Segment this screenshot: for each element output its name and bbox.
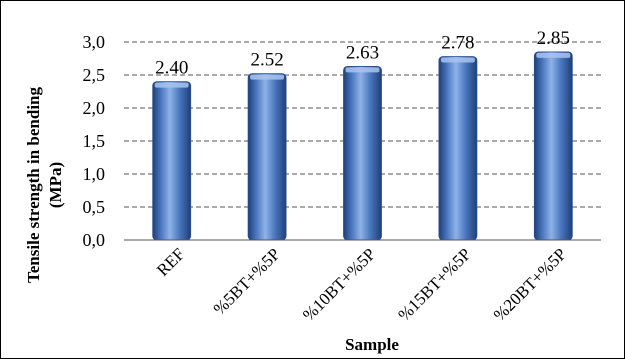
x-axis-ticks: REF %5BT+%5P %10BT+%5P %15BT+%5P %20BT+%5P bbox=[153, 244, 570, 324]
bar bbox=[247, 73, 287, 241]
y-axis-ticks: 0,0 0,5 1,0 1,5 2,0 2,5 3,0 bbox=[83, 32, 106, 250]
bar-cap bbox=[536, 52, 571, 58]
bars bbox=[152, 51, 573, 241]
bar-cap bbox=[154, 82, 189, 88]
y-axis-title: Tensile strength in bending bbox=[24, 86, 43, 283]
y-tick-label: 2,5 bbox=[83, 65, 106, 85]
data-label: 2.52 bbox=[250, 50, 283, 71]
data-label: 2.63 bbox=[346, 42, 379, 63]
y-tick-label: 1,5 bbox=[83, 131, 106, 151]
data-label: 2.78 bbox=[441, 33, 474, 54]
x-tick-label: %10BT+%5P bbox=[299, 244, 379, 324]
x-tick-label: %20BT+%5P bbox=[490, 244, 570, 324]
y-tick-label: 2,0 bbox=[83, 98, 106, 118]
y-tick-label: 1,0 bbox=[83, 164, 106, 184]
bar bbox=[438, 56, 478, 241]
x-tick-label: %15BT+%5P bbox=[394, 244, 474, 324]
bar bbox=[343, 66, 382, 241]
x-tick-label: REF bbox=[153, 244, 188, 279]
y-axis-title-unit: (MPa) bbox=[46, 162, 65, 208]
bar-cap bbox=[345, 67, 380, 73]
data-label: 2.85 bbox=[537, 28, 570, 49]
bar bbox=[533, 51, 573, 241]
x-axis-title: Sample bbox=[345, 335, 399, 354]
y-tick-label: 0,0 bbox=[83, 230, 106, 250]
y-tick-label: 3,0 bbox=[83, 32, 106, 52]
data-label: 2.40 bbox=[155, 58, 188, 79]
bar-cap bbox=[440, 57, 475, 63]
bar bbox=[152, 81, 192, 241]
x-tick-label: %5BT+%5P bbox=[210, 244, 284, 318]
y-tick-label: 0,5 bbox=[83, 197, 106, 217]
bar-cap bbox=[250, 74, 285, 80]
data-labels: 2.40 2.52 2.63 2.78 2.85 bbox=[155, 28, 570, 79]
